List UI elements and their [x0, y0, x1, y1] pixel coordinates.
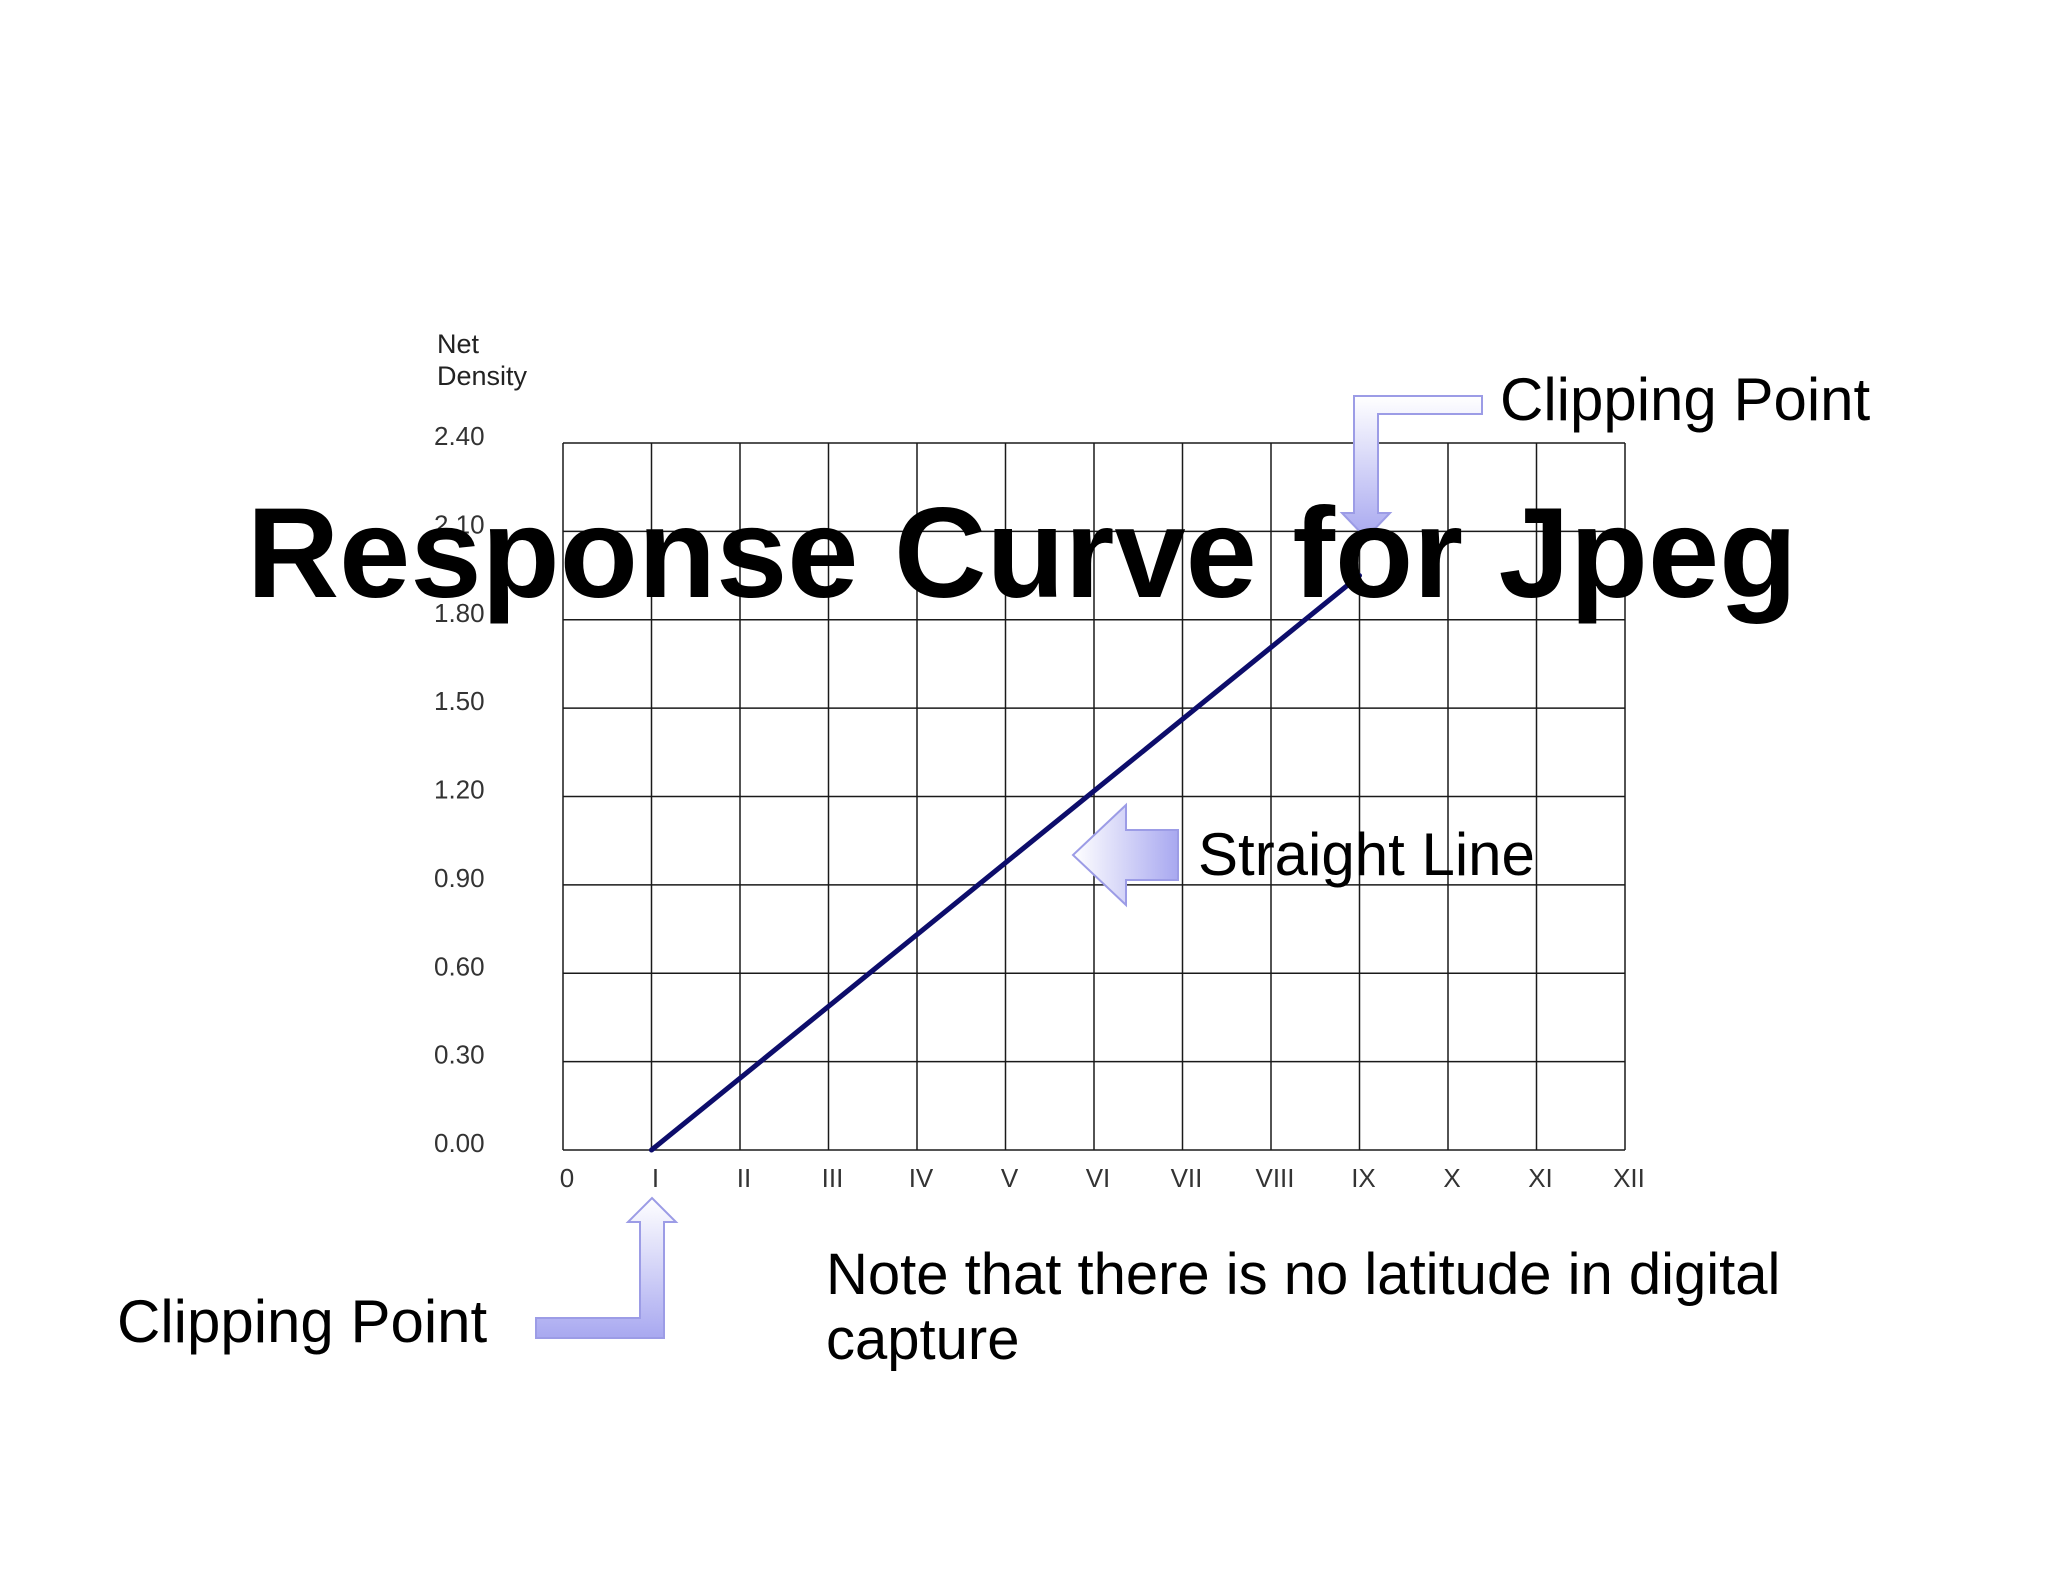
y-tick-label: 1.20 [434, 775, 485, 805]
y-tick-label: 0.30 [434, 1040, 485, 1070]
y-tick-label: 1.80 [434, 598, 485, 628]
series-lines [649, 573, 1362, 1153]
x-tick-label: V [1001, 1163, 1019, 1193]
series-line [649, 573, 1362, 1153]
y-tick-label: 2.40 [434, 421, 485, 451]
x-tick-label: IV [909, 1163, 934, 1193]
y-tick-label: 0.60 [434, 951, 485, 981]
clipping-point-top-arrow [1339, 395, 1483, 540]
y-tick-labels: 0.00 0.30 0.60 0.90 1.20 1.50 1.80 2.10 2.40 [434, 421, 485, 1158]
note-line-1: Note that there is no latitude in digita… [826, 1242, 1780, 1307]
x-tick-label: 0 [560, 1163, 574, 1193]
x-tick-label: XII [1613, 1163, 1645, 1193]
x-tick-label: X [1443, 1163, 1460, 1193]
page-title: Response Curve for Jpeg [247, 482, 1798, 625]
x-tick-labels: 0 I II III IV V VI VII VIII IX X XI XII [560, 1163, 1645, 1193]
straight-line-label: Straight Line [1198, 821, 1535, 888]
y-tick-label: 2.10 [434, 509, 485, 539]
clipping-point-top-label: Clipping Point [1500, 366, 1871, 433]
y-axis-label-line1: Net [437, 329, 480, 359]
x-tick-label: VII [1171, 1163, 1203, 1193]
clipping-point-bottom-arrow [535, 1196, 679, 1339]
y-axis-label-line2: Density [437, 361, 528, 391]
x-tick-label: III [822, 1163, 844, 1193]
x-tick-label: II [737, 1163, 751, 1193]
y-tick-label: 1.50 [434, 686, 485, 716]
x-tick-label: VI [1086, 1163, 1111, 1193]
straight-line-arrow [1071, 802, 1179, 908]
x-tick-label: IX [1351, 1163, 1376, 1193]
note-line-2: capture [826, 1307, 1019, 1372]
y-tick-label: 0.00 [434, 1128, 485, 1158]
chart-grid [562, 442, 1626, 1151]
x-tick-label: I [652, 1163, 659, 1193]
clipping-point-bottom-label: Clipping Point [117, 1288, 488, 1355]
y-tick-label: 0.90 [434, 863, 485, 893]
x-tick-label: VIII [1255, 1163, 1294, 1193]
x-tick-label: XI [1528, 1163, 1553, 1193]
